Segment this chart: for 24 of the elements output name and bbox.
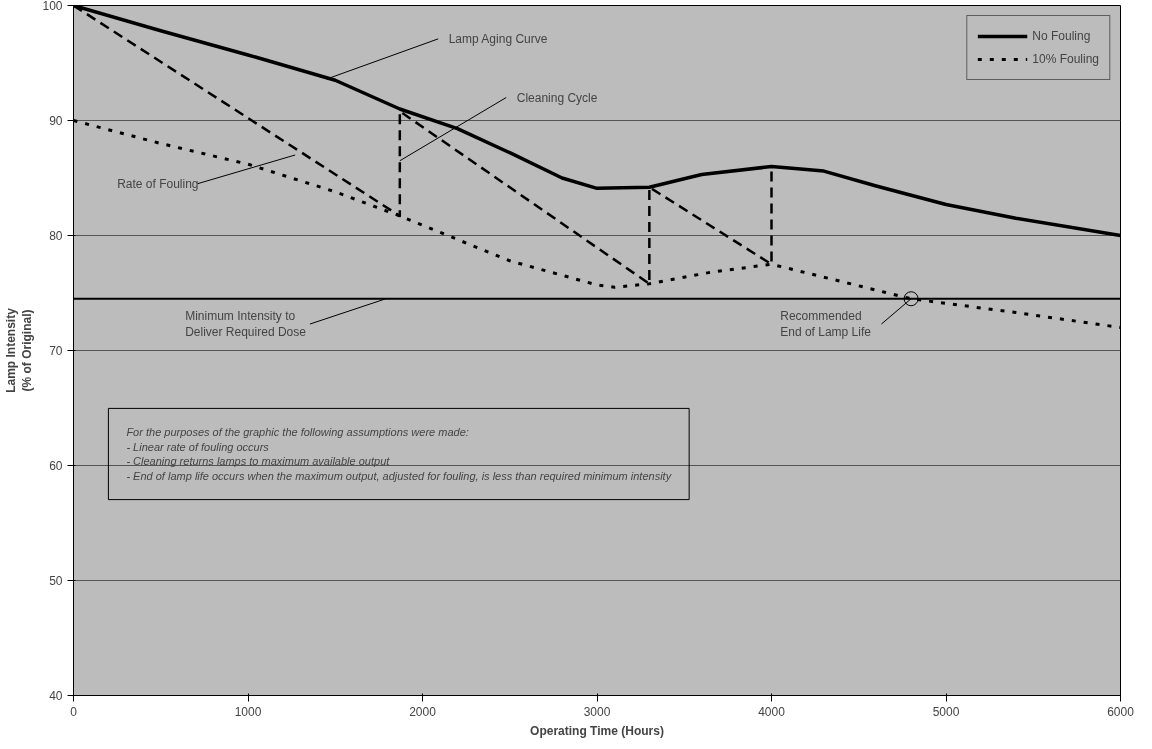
annotation: For the purposes of the graphic the following assumptions were made: - Linear rate of fouling occurs - Cleaning returns lamps to maximum available output - End of lamp life occurs when the maximum output, adjusted for fouling, is less than required minimum intensity (126, 426, 673, 482)
annotation: Minimum Intensity to Deliver Required Dose (185, 308, 307, 340)
annotation: Cleaning Cycle (516, 90, 598, 105)
annotation: Recommended End of Lamp Life (780, 308, 872, 340)
y-tick-label: 50 (49, 574, 63, 588)
x-tick-label: 1000 (234, 704, 262, 719)
legend-label: No Fouling (1032, 29, 1091, 43)
y-tick-label: 90 (49, 114, 63, 128)
y-tick-label: 60 (49, 459, 63, 473)
y-tick-label: 100 (42, 0, 63, 13)
x-tick-label: 2000 (409, 704, 437, 719)
x-tick-label: 4000 (758, 704, 786, 719)
legend-label: 10% Fouling (1032, 52, 1099, 66)
x-tick-label: 6000 (1107, 704, 1135, 719)
x-axis-title: Operating Time (Hours) (530, 723, 664, 738)
y-tick-label: 80 (49, 229, 63, 243)
x-tick-label: 3000 (583, 704, 611, 719)
x-tick-label: 5000 (932, 704, 960, 719)
annotation: Lamp Aging Curve (448, 31, 548, 46)
y-tick-label: 40 (49, 689, 63, 703)
y-tick-label: 70 (49, 344, 63, 358)
annotation: Rate of Fouling (117, 176, 199, 191)
x-tick-label: 0 (70, 704, 78, 719)
y-axis-title: Lamp Intensity (% of Original) (3, 307, 35, 393)
